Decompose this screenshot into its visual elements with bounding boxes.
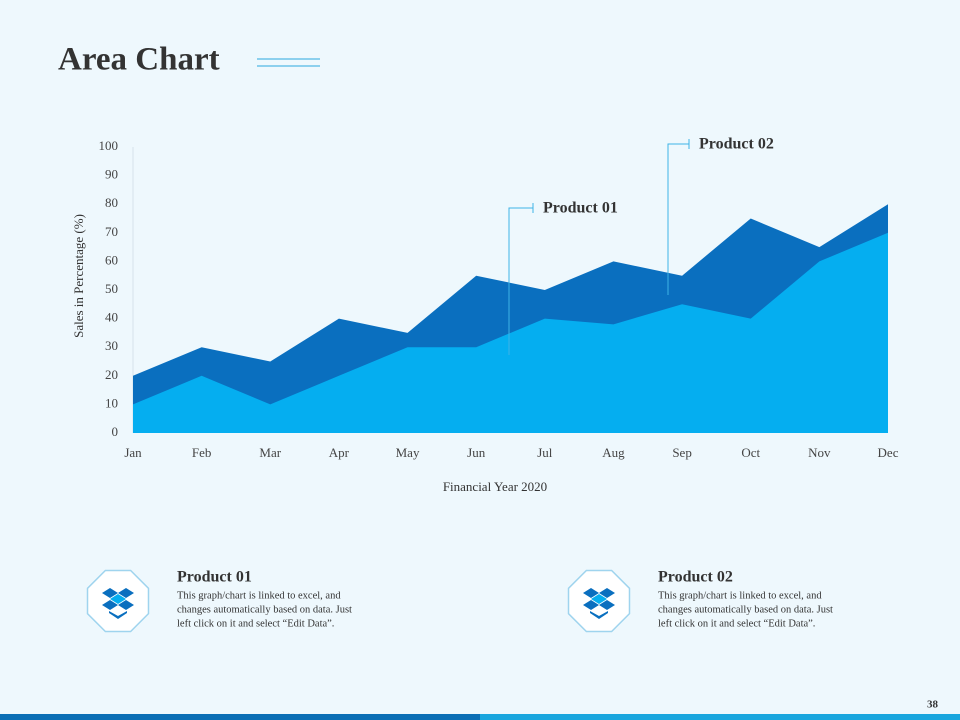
x-tick-label: Feb	[192, 445, 212, 460]
page-number: 38	[927, 699, 939, 711]
icon-shape	[599, 600, 615, 610]
icon-shape	[583, 588, 599, 598]
y-tick-label: 60	[105, 252, 118, 267]
x-tick-label: Mar	[259, 445, 281, 460]
y-tick-label: 70	[105, 224, 118, 239]
y-axis-label: Sales in Percentage (%)	[71, 214, 86, 338]
y-tick-label: 10	[105, 395, 118, 410]
x-tick-label: Aug	[602, 445, 625, 460]
icon-shape	[118, 600, 134, 610]
y-tick-label: 100	[99, 138, 119, 153]
cards: Product 01 This graph/chart is linked to …	[86, 569, 833, 633]
x-tick-label: Jan	[124, 445, 142, 460]
card-text: This graph/chart is linked to excel, and	[658, 590, 822, 601]
card-text: This graph/chart is linked to excel, and	[177, 590, 341, 601]
y-tick-label: 0	[112, 424, 119, 439]
icon-shape	[109, 611, 127, 619]
y-tick-label: 30	[105, 338, 118, 353]
y-tick-label: 40	[105, 310, 118, 325]
y-tick-label: 90	[105, 167, 118, 182]
callout-line	[508, 207, 533, 355]
x-axis-label: Financial Year 2020	[443, 479, 547, 494]
y-tick-label: 50	[105, 281, 118, 296]
x-tick-label: May	[396, 445, 420, 460]
x-tick-label: Sep	[672, 445, 692, 460]
card-text: left click on it and select “Edit Data”.	[658, 618, 815, 629]
callout-label: Product 01	[543, 200, 618, 217]
callout-line	[667, 143, 689, 295]
card-text: changes automatically based on data. Jus…	[658, 604, 833, 615]
card-title: Product 01	[177, 569, 252, 586]
x-tick-label: Jun	[467, 445, 486, 460]
plot: 0 10 20 30 40 50 60 70 80 90 100 Jan Feb Mar Apr May Jun…	[99, 136, 899, 460]
icon-shape	[590, 611, 608, 619]
x-tick-label: Dec	[878, 445, 899, 460]
footer-bar	[0, 714, 480, 720]
y-tick-label: 80	[105, 195, 118, 210]
icon-shape	[583, 600, 599, 610]
card-text: left click on it and select “Edit Data”.	[177, 618, 334, 629]
card-text: changes automatically based on data. Jus…	[177, 604, 352, 615]
area	[133, 232, 888, 433]
x-tick-label: Jul	[537, 445, 553, 460]
footer-bar	[480, 714, 960, 720]
slide-title: Area Chart	[58, 42, 220, 78]
card-title: Product 02	[658, 569, 733, 586]
icon-shape	[102, 588, 118, 598]
y-tick-label: 20	[105, 367, 118, 382]
icon-shape	[118, 588, 134, 598]
icon-shape	[110, 594, 126, 604]
callout-label: Product 02	[699, 136, 774, 153]
x-tick-label: Oct	[741, 445, 760, 460]
icon-shape	[599, 588, 615, 598]
x-tick-label: Apr	[329, 445, 350, 460]
x-tick-label: Nov	[808, 445, 831, 460]
icon-shape	[102, 600, 118, 610]
icon-shape	[591, 594, 607, 604]
